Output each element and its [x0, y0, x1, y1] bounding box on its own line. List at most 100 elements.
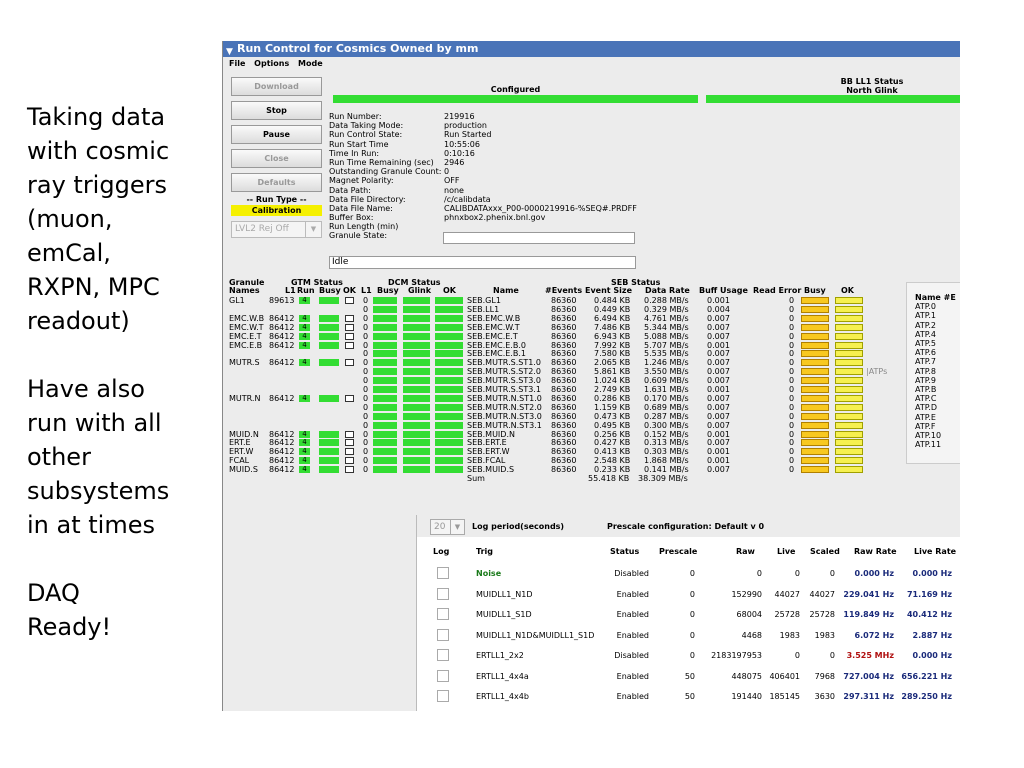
atp-item[interactable]: ATP.11: [915, 440, 942, 450]
log-checkbox[interactable]: [437, 608, 449, 620]
col-trig: Trig: [476, 547, 493, 556]
seb-row: SEB.ERT.E 86360 0.427 KB 0.313 MB/s 0.007 0: [463, 439, 903, 447]
seb-event-size: 0.256 KB: [594, 429, 631, 439]
dcm-busy-box: [373, 297, 397, 304]
download-button[interactable]: Download: [231, 77, 322, 96]
seb-read-error: 0: [789, 456, 795, 466]
log-checkbox[interactable]: [437, 649, 449, 661]
window-titlebar[interactable]: ▼ Run Control for Cosmics Owned by mm: [223, 41, 960, 57]
run-info-row: Run Length (min): [329, 222, 629, 231]
seb-name: SEB.MUTR.S.ST1.0: [467, 358, 541, 368]
dcm-busy-box: [373, 421, 397, 429]
seb-row: SEB.MUID.N 86360 0.256 KB 0.152 MB/s 0.001 0: [463, 429, 903, 439]
run-info-row: Granule State:: [329, 231, 629, 240]
seb-name: SEB.EMC.W.B: [467, 313, 521, 323]
run-status-box: 4: [299, 430, 310, 438]
seb-busy-box: [801, 448, 829, 456]
run-info-key: Buffer Box:: [329, 213, 374, 223]
run-control-window: ▼ Run Control for Cosmics Owned by mm Fi…: [222, 41, 960, 711]
run-info-panel: Run Number: 219916 Data Taking Mode: produc…: [329, 112, 637, 241]
atp-item[interactable]: ATP.2: [915, 320, 936, 330]
dcm-l1-count: 0: [363, 304, 369, 314]
seb-data-rate: 0.288 MB/s: [644, 296, 689, 305]
window-menu-icon[interactable]: ▼: [226, 47, 233, 57]
chevron-down-icon[interactable]: ▼: [450, 520, 464, 534]
seb-name: SEB.ERT.W: [467, 447, 510, 457]
col-status: Status: [610, 547, 640, 556]
atp-item[interactable]: ATP.8: [915, 366, 936, 376]
close-button[interactable]: Close: [231, 149, 322, 168]
ll1-status-bar: [706, 95, 960, 103]
atp-item[interactable]: ATP.D: [915, 403, 938, 413]
seb-read-error: 0: [789, 367, 795, 377]
trigger-prescale: 0: [689, 589, 695, 599]
log-checkbox[interactable]: [437, 669, 449, 682]
seb-event-size: 5.861 KB: [594, 367, 631, 377]
trigger-live: 406401: [769, 671, 800, 681]
run-info-value: production: [444, 121, 487, 131]
seb-events: 86360: [551, 349, 577, 359]
seb-ok-box: [835, 386, 863, 393]
log-period-select[interactable]: 20 ▼: [430, 519, 465, 535]
pause-button[interactable]: Pause: [231, 125, 322, 144]
atp-item[interactable]: ATP.B: [915, 385, 937, 395]
atp-item[interactable]: ATP.10: [915, 431, 942, 441]
trigger-raw: 68004: [736, 610, 762, 619]
dcm-busy-box: [373, 448, 397, 456]
seb-busy-box: [801, 412, 829, 420]
log-checkbox[interactable]: [437, 587, 449, 600]
dcm-ok-box: [435, 350, 463, 358]
busy-status-box: [319, 359, 339, 367]
seb-ok-header: OK: [841, 286, 854, 295]
atp-item[interactable]: ATP.4: [915, 329, 936, 339]
dcm-l1-count: 0: [363, 358, 369, 368]
run-info-value: 219916: [444, 112, 475, 121]
atp-item[interactable]: ATP.0: [915, 302, 936, 312]
atp-item[interactable]: ATP.5: [915, 339, 936, 349]
seb-data-rate: 3.550 MB/s: [644, 367, 689, 377]
atp-item[interactable]: ATP.1: [915, 311, 936, 321]
run-info-key: Data File Name:: [329, 203, 393, 213]
atp-item[interactable]: ATP.F: [915, 421, 936, 431]
menu-file[interactable]: File: [229, 59, 246, 68]
dcm-l1-count: 0: [363, 402, 369, 412]
seb-ok-box: [835, 359, 863, 367]
dcm-ok-box: [435, 412, 463, 420]
atp-item[interactable]: ATP.E: [915, 412, 936, 422]
log-checkbox[interactable]: [437, 710, 449, 711]
defaults-button[interactable]: Defaults: [231, 173, 322, 192]
menu-mode[interactable]: Mode: [298, 59, 323, 68]
lvl2-select[interactable]: LVL2 Rej Off ▼: [231, 221, 322, 238]
atp-item[interactable]: ATP.7: [915, 357, 936, 367]
seb-status-header: SEB Status: [611, 278, 661, 287]
log-checkbox[interactable]: [437, 628, 449, 641]
dcm-ok-box: [435, 297, 463, 304]
trigger-row: MUIDLL1_N1D Enabled 0 152990 44027 44027 229.0…: [417, 584, 960, 604]
granule-l1-count: 86412: [269, 313, 295, 323]
seb-busy-box: [801, 394, 829, 402]
dcm-glink-box: [403, 297, 430, 304]
granule-name: EMC.E.T: [229, 331, 262, 341]
atp-item[interactable]: ATP.6: [915, 348, 936, 358]
menu-options[interactable]: Options: [254, 59, 290, 68]
seb-row: SEB.MUTR.S.ST2.0 86360 5.861 KB 3.550 MB/s 0…: [463, 368, 903, 376]
atp-item[interactable]: ATP.9: [915, 375, 936, 385]
atp-panel[interactable]: Name #E ATP.0 ATP.1 ATP.2 ATP.4 ATP.5 ATP.6 AT…: [906, 282, 960, 464]
trigger-raw: 191440: [731, 692, 762, 701]
atp-item[interactable]: ATP.C: [915, 394, 937, 404]
chevron-down-icon[interactable]: ▼: [305, 222, 321, 237]
dcm-l1-count: 0: [363, 322, 369, 332]
granule-name: ERT.W: [229, 447, 254, 457]
granule-row: FCAL 86412 4 0: [227, 457, 467, 465]
log-checkbox[interactable]: [437, 567, 449, 579]
seb-event-size: 7.580 KB: [594, 349, 631, 359]
seb-event-size: 0.449 KB: [594, 304, 631, 314]
run-info-row: Time In Run: 0:10:16: [329, 149, 629, 158]
seb-event-size: 0.286 KB: [594, 393, 631, 403]
run-length-input[interactable]: [443, 232, 635, 244]
seb-rate-header: Data Rate: [645, 286, 690, 295]
log-checkbox[interactable]: [437, 690, 449, 702]
ok-status-box: [345, 314, 354, 322]
trigger-name: Noise: [476, 569, 502, 578]
stop-button[interactable]: Stop: [231, 101, 322, 120]
